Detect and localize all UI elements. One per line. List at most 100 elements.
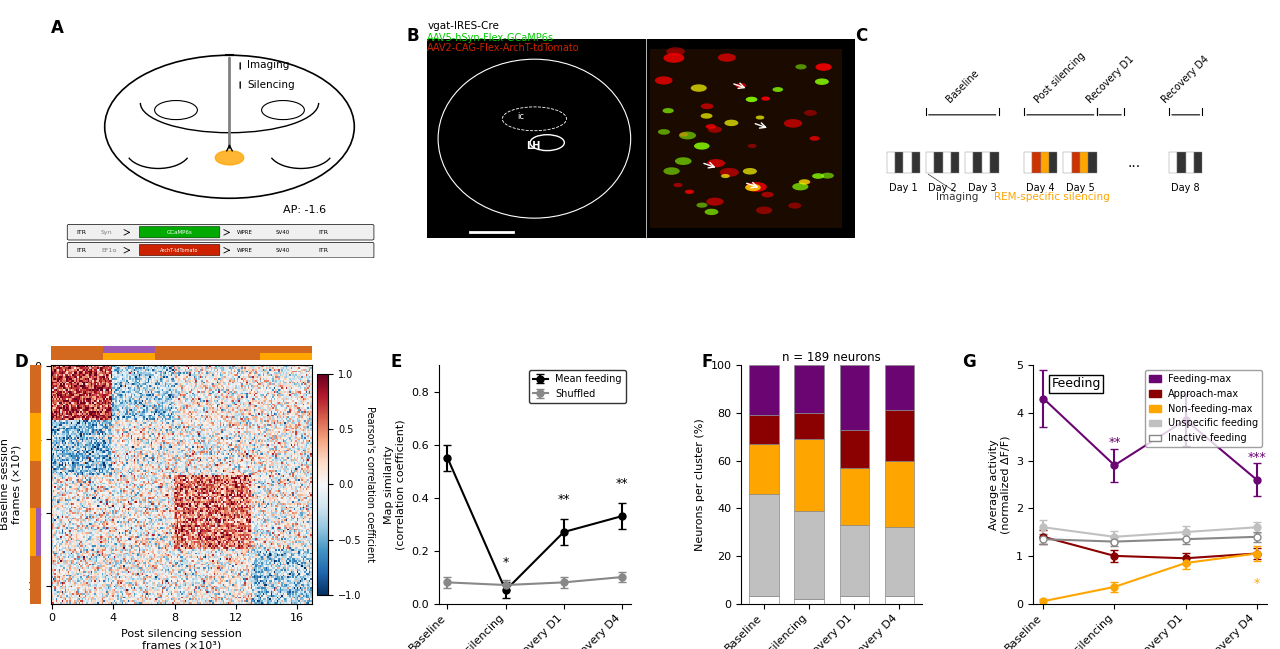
Circle shape [762, 191, 773, 197]
Circle shape [748, 144, 756, 148]
Text: AAV5-hSyn-Flex-GCaMP6s: AAV5-hSyn-Flex-GCaMP6s [428, 33, 554, 43]
Bar [982, 153, 991, 173]
Bar [1178, 153, 1185, 173]
FancyBboxPatch shape [140, 244, 220, 256]
Circle shape [755, 116, 764, 119]
Bar [428, 40, 855, 238]
Bar [840, 525, 869, 596]
Y-axis label: Baseline session
frames (×10³): Baseline session frames (×10³) [0, 438, 22, 530]
Bar [884, 410, 914, 461]
Text: Baseline: Baseline [943, 68, 980, 104]
Bar [1041, 153, 1050, 173]
Text: ITR: ITR [319, 230, 329, 235]
Text: C: C [855, 27, 868, 45]
Text: B: B [406, 27, 419, 45]
Bar [884, 365, 914, 410]
Bar [840, 468, 869, 525]
Circle shape [691, 84, 707, 92]
Text: ArchT-tdTomato: ArchT-tdTomato [160, 247, 198, 252]
Y-axis label: Map similarity
(correlation coefficient): Map similarity (correlation coefficient) [384, 419, 406, 550]
Circle shape [663, 108, 673, 114]
Circle shape [756, 206, 772, 214]
Circle shape [735, 83, 746, 88]
Text: EF1α: EF1α [101, 248, 116, 252]
Ellipse shape [215, 151, 243, 165]
Circle shape [704, 209, 718, 215]
Circle shape [675, 157, 691, 165]
Circle shape [680, 132, 696, 140]
Bar [1194, 153, 1202, 173]
Bar [840, 430, 869, 468]
Text: Imaging: Imaging [247, 60, 289, 70]
Text: Recovery D1: Recovery D1 [1084, 54, 1135, 104]
Circle shape [773, 87, 783, 92]
FancyBboxPatch shape [140, 227, 220, 238]
Text: **: ** [616, 476, 628, 489]
Circle shape [694, 142, 709, 150]
Text: Day 3: Day 3 [968, 183, 996, 193]
Bar [1071, 153, 1080, 173]
Text: **: ** [558, 493, 570, 506]
Text: vgat-IRES-Cre: vgat-IRES-Cre [428, 21, 499, 31]
Circle shape [746, 97, 758, 102]
Circle shape [742, 168, 756, 175]
Bar [1185, 153, 1194, 173]
Bar [650, 49, 842, 228]
Bar [840, 365, 869, 430]
Text: LH: LH [526, 141, 540, 151]
Circle shape [685, 190, 694, 194]
Text: D: D [15, 353, 28, 371]
Text: SV40: SV40 [276, 248, 291, 252]
Text: G: G [963, 353, 977, 371]
Bar [795, 439, 824, 511]
Circle shape [762, 97, 771, 101]
Text: AP: -1.6: AP: -1.6 [283, 205, 326, 215]
Bar [749, 415, 778, 444]
Circle shape [809, 136, 819, 141]
Circle shape [667, 47, 685, 56]
Y-axis label: Neurons per cluster (%): Neurons per cluster (%) [695, 418, 705, 551]
Text: F: F [701, 353, 713, 371]
Bar [795, 365, 824, 413]
Text: Feeding: Feeding [1052, 377, 1101, 390]
Text: *: * [503, 556, 508, 569]
Circle shape [783, 119, 803, 128]
Circle shape [680, 132, 689, 136]
Circle shape [795, 64, 806, 69]
Circle shape [707, 198, 723, 206]
Bar [749, 494, 778, 596]
Text: REM-specific silencing: REM-specific silencing [993, 192, 1110, 202]
Bar [934, 153, 942, 173]
Bar [1088, 153, 1097, 173]
Bar [749, 444, 778, 494]
Text: ITR: ITR [319, 248, 329, 252]
Text: **: ** [1108, 436, 1121, 449]
Text: WPRE: WPRE [237, 248, 252, 252]
Text: ITR: ITR [77, 248, 86, 252]
Y-axis label: Average activity
(normalized ΔF/F): Average activity (normalized ΔF/F) [988, 435, 1010, 533]
Bar [911, 153, 920, 173]
Circle shape [707, 159, 724, 167]
Circle shape [708, 127, 722, 133]
Bar [974, 153, 982, 173]
Circle shape [724, 119, 739, 126]
Circle shape [673, 183, 682, 187]
Circle shape [746, 182, 767, 192]
Text: Day 5: Day 5 [1065, 183, 1094, 193]
Circle shape [655, 77, 672, 84]
Circle shape [788, 202, 801, 209]
Text: *: * [1253, 577, 1260, 590]
Bar [884, 527, 914, 596]
Text: A: A [51, 19, 64, 38]
Circle shape [700, 103, 713, 109]
Text: ITR: ITR [77, 230, 86, 235]
Bar [840, 596, 869, 604]
Bar [884, 596, 914, 604]
Bar [1033, 153, 1041, 173]
Text: WPRE: WPRE [237, 230, 252, 235]
Text: SV40: SV40 [276, 230, 291, 235]
Circle shape [721, 174, 730, 178]
Bar [942, 153, 951, 173]
Circle shape [815, 63, 832, 71]
Bar [925, 153, 934, 173]
